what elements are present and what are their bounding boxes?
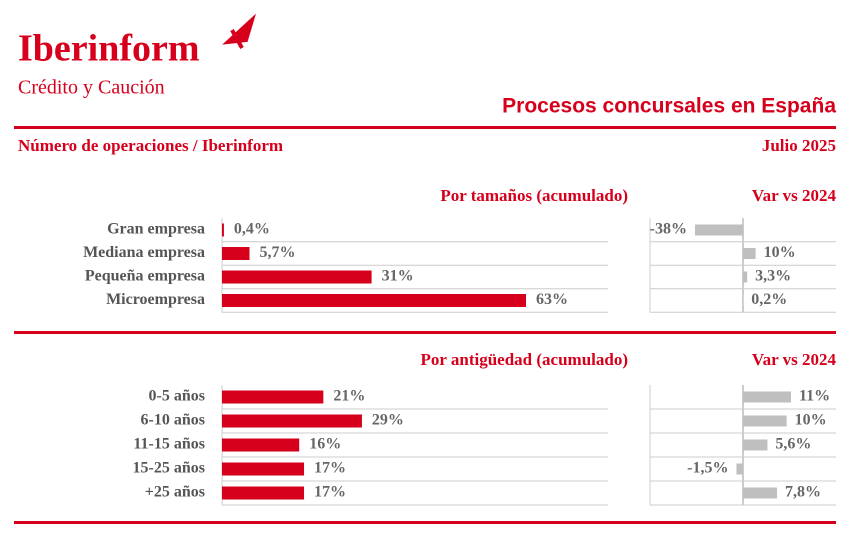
category-label: Gran empresa	[107, 221, 205, 238]
brand-icon	[222, 13, 257, 49]
var-bar	[743, 439, 768, 451]
value-label: 31%	[382, 268, 414, 285]
bar	[222, 247, 250, 260]
value-label: 63%	[536, 291, 568, 308]
bar	[222, 270, 372, 284]
section-title: Por tamaños (acumulado)	[440, 186, 628, 205]
var-label: -1,5%	[687, 460, 728, 477]
tagline: Crédito y Caución	[18, 77, 165, 99]
category-label: Mediana empresa	[83, 244, 205, 261]
value-label: 0,4%	[234, 221, 270, 238]
bar	[222, 414, 362, 428]
var-bar	[743, 248, 756, 259]
category-label: 0-5 años	[149, 388, 205, 405]
category-label: Pequeña empresa	[85, 268, 205, 285]
var-label: 10%	[764, 244, 796, 261]
var-label: 3,3%	[755, 268, 791, 285]
section-title: Por antigüedad (acumulado)	[421, 350, 629, 369]
date: Julio 2025	[762, 136, 836, 155]
divider	[14, 521, 836, 524]
subtitle: Número de operaciones / Iberinform	[18, 136, 283, 155]
var-label: 0,2%	[751, 291, 787, 308]
category-label: 11-15 años	[133, 436, 205, 453]
page-title: Procesos concursales en España	[502, 95, 836, 118]
category-label: 6-10 años	[141, 412, 205, 429]
value-label: 17%	[314, 460, 346, 477]
divider	[14, 331, 836, 334]
value-label: 21%	[333, 388, 365, 405]
value-label: 5,7%	[260, 244, 296, 261]
bar	[222, 462, 305, 476]
var-bar	[743, 391, 791, 403]
category-label: 15-25 años	[133, 460, 205, 477]
category-label: Microempresa	[106, 291, 205, 308]
var-bar	[743, 487, 778, 499]
value-label: 17%	[314, 484, 346, 501]
value-label: 29%	[372, 412, 404, 429]
var-title: Var vs 2024	[752, 186, 837, 205]
bar	[222, 223, 224, 237]
bar	[222, 486, 305, 500]
var-bar	[743, 271, 748, 283]
var-label: 10%	[795, 412, 827, 429]
value-label: 16%	[309, 436, 341, 453]
var-label: 5,6%	[775, 436, 811, 453]
var-bar	[695, 224, 743, 236]
var-bar	[736, 463, 743, 475]
var-title: Var vs 2024	[752, 350, 837, 369]
var-label: 7,8%	[785, 484, 821, 501]
divider	[14, 126, 836, 129]
brand: Iberinform	[18, 28, 200, 70]
bar	[222, 438, 300, 452]
bar	[222, 390, 324, 404]
var-bar	[743, 415, 787, 427]
var-label: 11%	[799, 388, 830, 405]
bar	[222, 294, 526, 307]
category-label: +25 años	[145, 484, 205, 501]
var-label: -38%	[650, 221, 687, 238]
